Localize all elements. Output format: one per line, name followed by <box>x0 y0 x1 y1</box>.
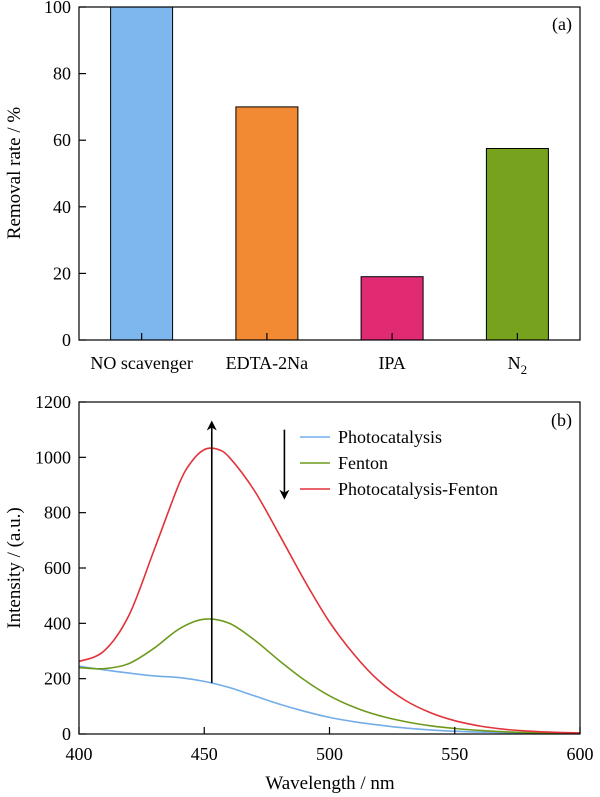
legend-label: Photocatalysis <box>338 427 442 447</box>
series-line <box>78 447 581 734</box>
x-tick-label: 450 <box>191 744 218 764</box>
legend-label: Photocatalysis-Fenton <box>338 479 498 499</box>
x-tick-label: 400 <box>66 744 93 764</box>
annotation-arrows <box>206 420 290 683</box>
bar-chart-panel: 0 20 40 60 80 100 NO scavenger EDTA-2Na IPA N2 R… <box>4 0 581 377</box>
y-tick-label: 400 <box>44 613 71 633</box>
bar <box>485 148 549 341</box>
x-tick-label: 600 <box>567 744 594 764</box>
y-axis-ticks: 0 20 40 60 80 100 <box>44 0 86 350</box>
y-tick-label: 100 <box>44 0 71 17</box>
x-axis-ticks: NO scavenger EDTA-2Na IPA N2 <box>90 333 527 377</box>
x-tick-label: IPA <box>378 353 405 373</box>
plot-frame <box>78 6 581 341</box>
legend-label: Fenton <box>338 453 388 473</box>
bar-group <box>110 6 549 341</box>
series-lines <box>78 447 581 735</box>
panel-label: (a) <box>552 14 572 35</box>
y-tick-label: 1000 <box>35 447 71 467</box>
bar <box>235 106 299 341</box>
y-tick-label: 40 <box>53 197 71 217</box>
line-chart-panel: 0 200 400 600 800 1000 1200 400 450 500 550 600 Ph… <box>4 392 594 794</box>
y-tick-label: 200 <box>44 669 71 689</box>
y-tick-label: 800 <box>44 503 71 523</box>
x-tick-label: 500 <box>316 744 343 764</box>
series-line <box>78 665 581 735</box>
panel-label: (b) <box>551 410 572 431</box>
y-tick-label: 600 <box>44 558 71 578</box>
x-tick-label: N2 <box>508 353 528 377</box>
y-axis-ticks: 0 200 400 600 800 1000 1200 <box>35 392 86 744</box>
x-tick-label: EDTA-2Na <box>226 353 309 373</box>
x-axis-label: Wavelength / nm <box>265 773 395 794</box>
y-tick-label: 20 <box>53 263 71 283</box>
y-tick-label: 80 <box>53 64 71 84</box>
legend: Photocatalysis Fenton Photocatalysis-Fento… <box>300 427 498 499</box>
x-tick-label: 550 <box>441 744 468 764</box>
plot-frame <box>78 401 581 735</box>
series-line <box>78 618 581 735</box>
bar <box>110 6 174 341</box>
x-axis-ticks: 400 450 500 550 600 <box>66 727 594 764</box>
y-axis-label: Intensity / (a.u.) <box>4 507 25 628</box>
bar <box>360 276 424 341</box>
y-tick-label: 60 <box>53 130 71 150</box>
y-tick-label: 0 <box>62 724 71 744</box>
y-tick-label: 0 <box>62 330 71 350</box>
y-axis-label: Removal rate / % <box>4 107 25 240</box>
x-tick-label: NO scavenger <box>90 353 192 373</box>
y-tick-label: 1200 <box>35 392 71 412</box>
